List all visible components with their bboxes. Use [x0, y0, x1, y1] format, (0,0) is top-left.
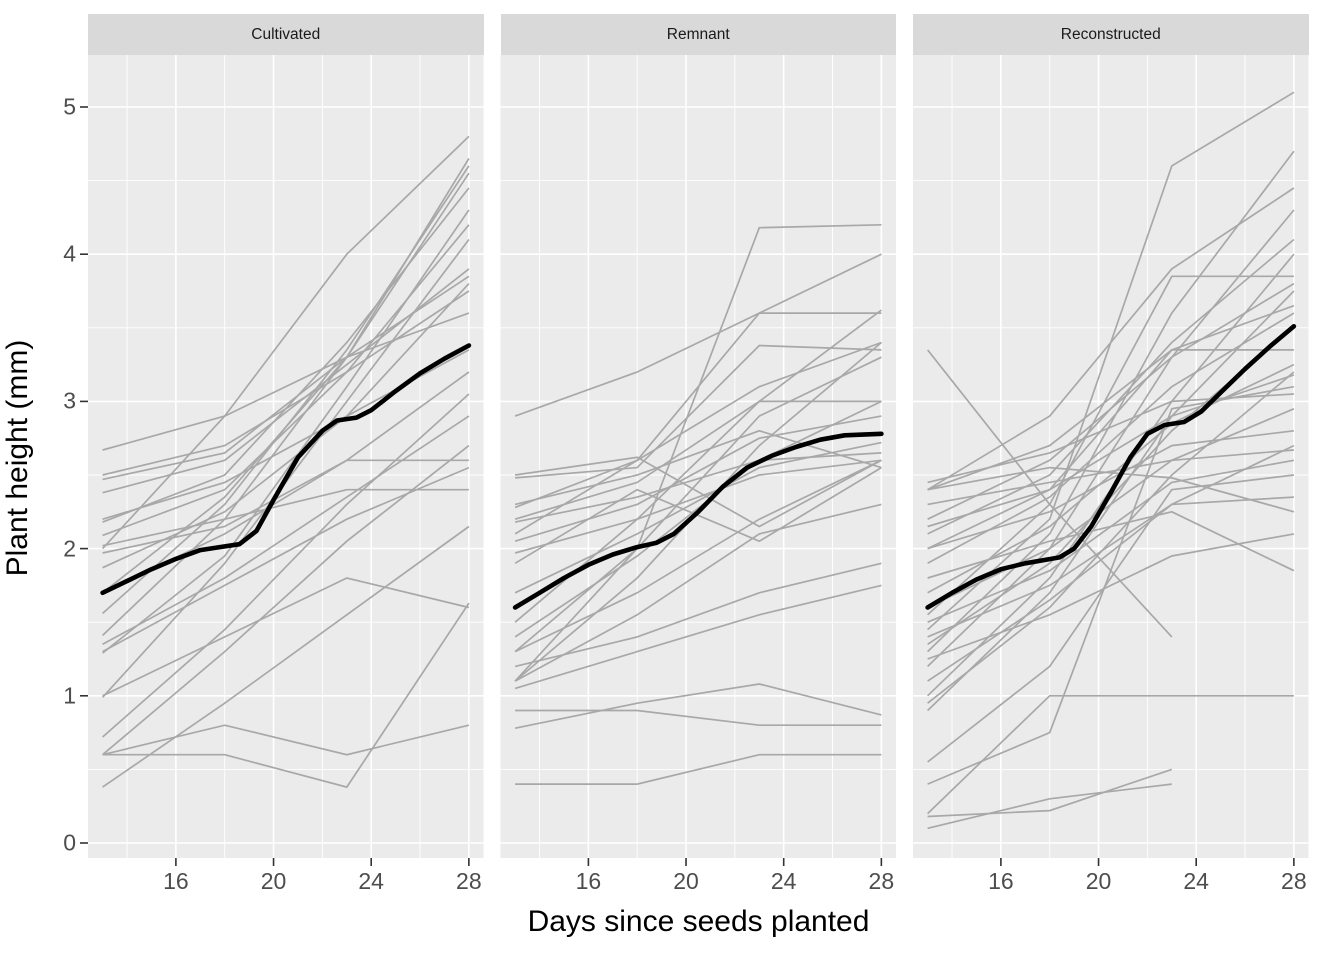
x-tick-label: 16	[988, 868, 1014, 894]
x-tick-label: 28	[1281, 868, 1307, 894]
facet-strip-reconstructed: Reconstructed	[913, 14, 1309, 55]
x-tick-label: 28	[456, 868, 482, 894]
facet-strip-cultivated: Cultivated	[88, 14, 484, 55]
y-tick-label: 1	[63, 682, 76, 709]
x-tick-label: 20	[1085, 868, 1112, 894]
x-tick-label: 16	[163, 868, 189, 894]
facet-strip-label: Remnant	[666, 25, 730, 43]
x-tick-label: 24	[1183, 868, 1209, 894]
x-tick-label: 28	[868, 868, 895, 894]
y-tick-label: 3	[63, 387, 76, 414]
facet-strip-remnant: Remnant	[500, 14, 896, 55]
y-tick-label: 4	[63, 240, 76, 267]
y-axis-title: Plant height (mm)	[1, 339, 34, 577]
x-tick-label: 20	[673, 868, 699, 894]
y-tick-label: 5	[63, 93, 76, 120]
x-axis-title: Days since seeds planted	[527, 905, 870, 938]
x-tick-label: 24	[770, 868, 797, 894]
facet-strip-label: Cultivated	[251, 25, 321, 43]
facet-strip-label: Reconstructed	[1060, 25, 1161, 43]
y-tick-label: 0	[63, 829, 76, 856]
x-tick-label: 20	[260, 868, 287, 894]
x-tick-label: 16	[575, 868, 602, 894]
y-tick-label: 2	[63, 535, 76, 562]
x-tick-label: 24	[358, 868, 384, 894]
